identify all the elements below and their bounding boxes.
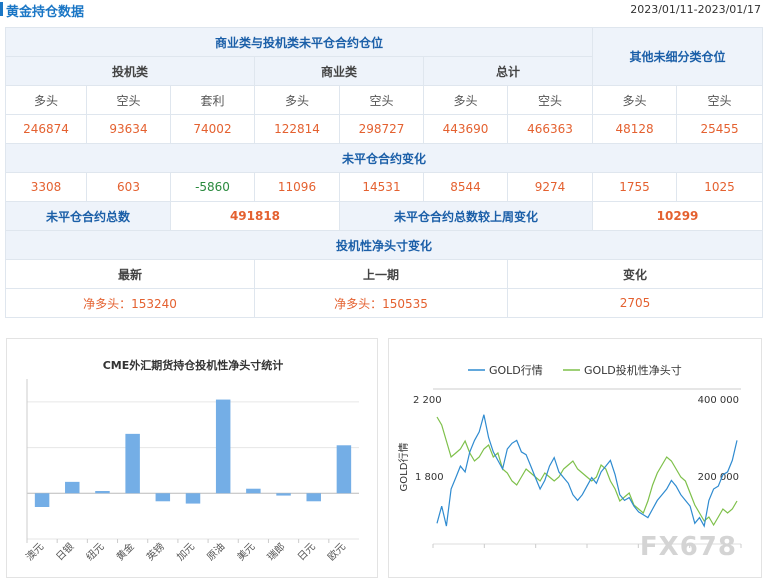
position-table: 商业类与投机类未平仓合约仓位 其他未细分类仓位 投机类 商业类 总计 多头 空头…: [4, 27, 764, 318]
change-cell: 14531: [339, 172, 424, 202]
net-col-latest: 最新: [5, 259, 255, 289]
y-axis-label: GOLD行情: [397, 443, 410, 492]
section-title: 黄金持仓数据: [0, 1, 84, 20]
col-short: 空头: [506, 85, 594, 115]
bar: [246, 488, 261, 494]
bar: [215, 399, 231, 494]
col-long: 多头: [5, 85, 87, 115]
change-cell: 603: [86, 172, 171, 202]
left-tick-label: 2 200: [413, 395, 442, 406]
value-cell: 74002: [170, 114, 255, 144]
x-tick-label: 日元: [296, 541, 318, 563]
value-cell: 298727: [339, 114, 424, 144]
line-chart-panel: GOLD行情 GOLD投机性净头寸 2 200 1 800 400 000 200 000…: [388, 338, 762, 578]
col-short: 空头: [676, 85, 764, 115]
net-col-previous: 上一期: [254, 259, 508, 289]
change-cell: -5860: [170, 172, 255, 202]
value-cell: 25455: [676, 114, 764, 144]
change-cell: 11096: [254, 172, 340, 202]
value-cell: 443690: [423, 114, 508, 144]
bar-chart-title: CME外汇期货持仓投机性净头寸统计: [103, 358, 284, 372]
oi-change-label: 未平仓合约总数较上周变化: [338, 201, 594, 231]
col-short: 空头: [86, 85, 171, 115]
series-line-gold: [436, 414, 738, 528]
date-range: 2023/01/11-2023/01/17: [630, 3, 761, 16]
x-tick-label: 欧元: [325, 541, 348, 564]
line-chart: GOLD行情 GOLD投机性净头寸 2 200 1 800 400 000 200 000…: [397, 363, 742, 562]
bar: [65, 481, 80, 494]
oi-total-value: 491818: [170, 201, 340, 231]
net-col-change: 变化: [506, 259, 764, 289]
bar: [306, 493, 321, 502]
value-cell: 246874: [5, 114, 87, 144]
series-line-net: [436, 416, 738, 527]
bar: [276, 493, 291, 496]
col-long: 多头: [592, 85, 678, 115]
x-tick-label: 英镑: [144, 540, 167, 563]
oi-total-label: 未平仓合约总数: [5, 201, 171, 231]
x-tick-label: 加元: [174, 541, 197, 564]
oi-change-value: 10299: [592, 201, 764, 231]
bar: [155, 493, 171, 502]
legend-label-net: GOLD投机性净头寸: [584, 363, 682, 377]
net-title: 投机性净头寸变化: [4, 230, 764, 260]
value-cell: 122814: [254, 114, 340, 144]
change-cell: 1755: [592, 172, 678, 202]
change-cell: 9274: [506, 172, 594, 202]
bar: [95, 491, 110, 494]
right-tick-label: 200 000: [698, 472, 739, 483]
x-tick-label: 日银: [53, 540, 76, 563]
x-tick-label: 美元: [234, 540, 257, 563]
bar: [336, 445, 352, 494]
x-tick-label: 原油: [204, 540, 227, 563]
change-cell: 1025: [676, 172, 764, 202]
net-change: 2705: [506, 288, 764, 318]
left-tick-label: 1 800: [415, 472, 444, 483]
section-header: 黄金持仓数据 2023/01/11-2023/01/17: [0, 0, 767, 22]
change-title: 未平仓合约变化: [4, 143, 764, 173]
x-tick-label: 黄金: [113, 540, 136, 563]
change-cell: 3308: [5, 172, 87, 202]
right-tick-label: 400 000: [698, 395, 739, 406]
net-latest: 净多头：153240: [5, 288, 255, 318]
bar: [34, 493, 50, 507]
group-spec: 投机类: [5, 56, 255, 86]
col-long: 多头: [254, 85, 340, 115]
group-comm: 商业类: [254, 56, 424, 86]
group-total: 总计: [422, 56, 594, 86]
watermark: FX678: [640, 532, 737, 562]
x-tick-label: 纽元: [83, 540, 106, 563]
bar-chart-panel: CME外汇期货持仓投机性净头寸统计澳元 日银 纽元 黄金 英镑 加元 原油 美元 瑞郎 日元 欧元: [6, 338, 378, 578]
other-title: 其他未细分类仓位: [592, 27, 764, 86]
net-previous: 净多头：150535: [254, 288, 508, 318]
value-cell: 466363: [506, 114, 594, 144]
legend-label-gold: GOLD行情: [489, 364, 543, 377]
bar: [125, 433, 140, 494]
col-arb: 套利: [170, 85, 255, 115]
col-long: 多头: [423, 85, 508, 115]
col-short: 空头: [339, 85, 424, 115]
value-cell: 93634: [86, 114, 171, 144]
value-cell: 48128: [592, 114, 678, 144]
x-tick-label: 瑞郎: [264, 540, 287, 563]
bar: [185, 493, 201, 504]
x-tick-label: 澳元: [23, 540, 46, 563]
change-cell: 8544: [423, 172, 508, 202]
commercial-spec-title: 商业类与投机类未平仓合约仓位: [4, 27, 594, 57]
